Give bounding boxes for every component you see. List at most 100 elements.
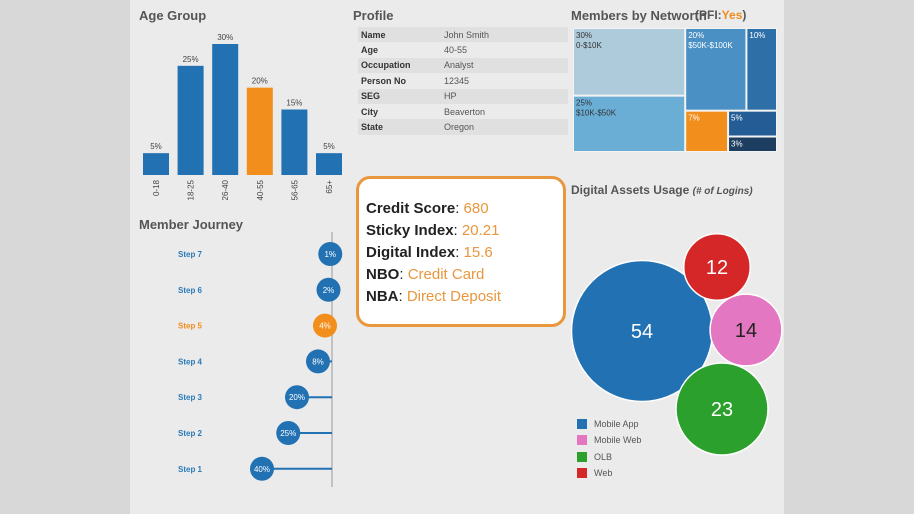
score-line: NBO: Credit Card [366, 264, 563, 286]
legend-swatch [577, 419, 587, 430]
journey-dot [318, 242, 343, 266]
profile-value: 12345 [444, 75, 470, 86]
age-tick-label: 65+ [325, 180, 334, 194]
score-separator: : [453, 222, 462, 239]
profile-row: SEG HP [358, 88, 568, 104]
score-label: Sticky Index [366, 222, 454, 239]
journey-step-label: Step 1 [178, 465, 203, 474]
right-margin [784, 0, 914, 514]
profile-row: Age 40-55 [358, 42, 568, 57]
treemap-cell [685, 28, 747, 111]
age-bar-value-label: 30% [217, 33, 233, 42]
treemap-cell-pct: 30% [576, 31, 592, 40]
profile-row: State Oregon [358, 119, 568, 135]
journey-value-label: 40% [254, 465, 270, 474]
age-bar [316, 153, 342, 175]
score-separator: : [398, 288, 407, 305]
legend-swatch [577, 468, 587, 479]
score-line: Credit Score: 680 [366, 198, 563, 220]
age-bar-value-label: 15% [286, 99, 302, 108]
age-bar-value-label: 5% [323, 142, 335, 151]
score-callout: Credit Score: 680 Sticky Index: 20.21 Digi… [356, 176, 566, 327]
profile-value: John Smith [444, 29, 490, 40]
score-separator: : [399, 266, 408, 283]
journey-value-label: 25% [280, 429, 296, 438]
treemap-cell [728, 110, 777, 137]
score-line: NBA: Direct Deposit [366, 286, 563, 308]
journey-value-label: 20% [289, 393, 305, 402]
score-label: Credit Score [366, 200, 456, 217]
profile-label: Name [361, 29, 386, 40]
profile-value: Analyst [444, 60, 474, 71]
profile-row: Name John Smith [358, 27, 568, 43]
profile-label: Person No [361, 75, 407, 86]
pfi-indicator: (PFI:Yes) [695, 8, 746, 22]
journey-value-label: 2% [323, 286, 335, 295]
treemap-cell-label: $10K-$50K [576, 109, 617, 118]
bubble [675, 362, 769, 456]
journey-step-label: Step 6 [178, 286, 203, 295]
age-tick-label: 26-40 [221, 179, 230, 200]
journey-step-label: Step 7 [178, 250, 203, 259]
profile-value: Beaverton [444, 106, 486, 117]
age-tick-label: 18-25 [187, 179, 196, 200]
age-bar [246, 87, 273, 175]
profile-row: Person No 12345 [358, 73, 568, 88]
treemap-cell-pct: 3% [731, 140, 743, 149]
age-bar [143, 153, 169, 175]
digital-assets-bubble-chart: 54 12 14 23 [570, 233, 783, 456]
score-separator: : [455, 244, 464, 261]
score-line: Sticky Index: 20.21 [366, 220, 563, 242]
bubble-value-label: 12 [706, 257, 728, 279]
age-bar-value-label: 20% [252, 77, 268, 86]
journey-step-label: Step 5 [178, 322, 203, 331]
profile-label: Age [361, 45, 379, 56]
legend-swatch [577, 435, 587, 446]
journey-dot [250, 456, 274, 481]
bubble [709, 293, 783, 367]
member-journey-chart: Step 7 1% Step 6 2% Step 5 4% Step 4 8% Step 3 20… [178, 232, 343, 487]
score-value: Direct Deposit [406, 288, 502, 305]
score-value: 15.6 [463, 244, 493, 261]
profile-title: Profile [353, 8, 394, 23]
legend-label: Mobile Web [594, 435, 642, 446]
member-journey-title: Member Journey [139, 217, 244, 232]
bubble-value-label: 54 [631, 321, 653, 343]
journey-value-label: 8% [312, 357, 324, 366]
legend-swatch [577, 451, 587, 462]
profile-row: City Beaverton [358, 104, 568, 119]
score-separator: : [455, 200, 464, 217]
score-label: NBO [366, 266, 400, 283]
treemap-cell-pct: 7% [688, 114, 700, 123]
treemap-cell [746, 28, 777, 111]
age-tick-label: 56-65 [290, 179, 299, 200]
journey-dot [276, 421, 301, 445]
pfi-suffix: ) [742, 8, 747, 22]
score-line: Digital Index: 15.6 [366, 242, 563, 264]
dashboard-canvas: Age Group 5% 0-18 25% 18-25 30% 26-40 20% 40-55… [130, 0, 784, 514]
treemap-cell-pct: 5% [731, 114, 743, 123]
networth-treemap: 30%0-$10K 25%$10K-$50K 20%$50K-$100K 10% 7% 5… [573, 28, 777, 152]
left-margin [0, 0, 130, 514]
digital-assets-title-text: Digital Assets Usage [571, 183, 690, 197]
treemap-cell-pct: 20% [688, 31, 704, 40]
legend-label: Web [594, 468, 613, 479]
profile-row: Occupation Analyst [358, 57, 568, 74]
treemap-cell [573, 95, 686, 152]
journey-dot [306, 349, 330, 374]
pfi-prefix: (PFI: [695, 8, 722, 22]
score-label: Digital Index [366, 244, 456, 261]
digital-assets-legend: Mobile App Mobile Web OLB Web [577, 416, 641, 481]
score-value: Credit Card [407, 266, 485, 283]
treemap-cell-pct: 25% [576, 99, 592, 108]
age-group-chart: 5% 0-18 25% 18-25 30% 26-40 20% 40-55 15% 56-65 5%… [143, 33, 342, 200]
treemap-cell-label: $50K-$100K [688, 41, 733, 50]
journey-step-label: Step 4 [178, 357, 203, 366]
profile-label: State [361, 122, 384, 133]
digital-assets-title: Digital Assets Usage (# of Logins) [571, 183, 753, 197]
treemap-cell [685, 110, 729, 152]
profile-label: City [361, 106, 379, 117]
age-bar [212, 44, 239, 175]
profile-label: SEG [361, 91, 381, 102]
journey-step-label: Step 3 [178, 393, 203, 402]
